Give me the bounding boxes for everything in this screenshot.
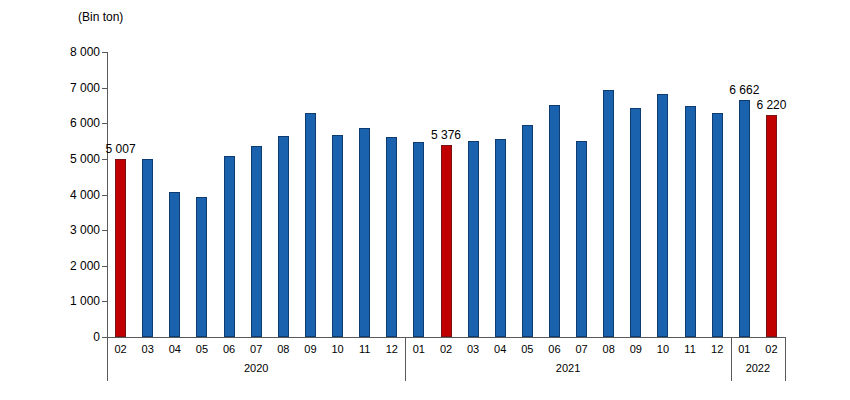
bar <box>630 108 641 337</box>
month-tick-label: 02 <box>114 343 126 355</box>
month-tick-label: 12 <box>711 343 723 355</box>
x-axis-line <box>107 337 786 338</box>
bar <box>224 156 235 337</box>
y-tick-label: 3 000 <box>40 223 100 237</box>
bar-chart-figure: (Bin ton) 0 1 000 2 000 3 000 4 000 5 000 6 00… <box>0 0 850 400</box>
bar-highlighted <box>115 159 126 337</box>
y-tick-mark <box>102 266 107 267</box>
bar <box>169 192 180 337</box>
bar-highlighted <box>441 145 452 337</box>
y-tick-label: 8 000 <box>40 45 100 59</box>
bar-data-label: 6 662 <box>729 83 759 97</box>
year-separator <box>107 337 108 381</box>
bar <box>603 90 614 337</box>
month-tick-label: 05 <box>521 343 533 355</box>
year-separator <box>731 337 732 381</box>
bar-data-label: 5 376 <box>431 128 461 142</box>
year-separator <box>785 337 786 381</box>
bar <box>739 100 750 337</box>
year-group-label: 2021 <box>556 362 580 374</box>
bar-data-label: 6 220 <box>756 98 786 112</box>
month-tick-label: 08 <box>277 343 289 355</box>
bar <box>712 113 723 337</box>
y-tick-label: 4 000 <box>40 188 100 202</box>
y-tick-mark <box>102 195 107 196</box>
month-tick-label: 02 <box>440 343 452 355</box>
bar <box>549 105 560 337</box>
month-tick-label: 11 <box>359 343 370 355</box>
bar <box>142 159 153 337</box>
bar <box>332 135 343 337</box>
month-tick-label: 04 <box>494 343 506 355</box>
y-axis-line <box>107 52 108 337</box>
bar-data-label: 5 007 <box>106 142 136 156</box>
month-tick-label: 01 <box>738 343 750 355</box>
bar <box>278 136 289 337</box>
bar <box>386 137 397 337</box>
month-tick-label: 01 <box>413 343 425 355</box>
axis-unit-label: (Bin ton) <box>78 10 123 24</box>
year-group-label: 2022 <box>746 362 770 374</box>
bar <box>685 106 696 337</box>
bar <box>305 113 316 337</box>
month-tick-label: 08 <box>603 343 615 355</box>
bar <box>413 142 424 337</box>
y-tick-mark <box>102 88 107 89</box>
y-tick-label: 0 <box>40 330 100 344</box>
month-tick-label: 12 <box>386 343 398 355</box>
month-tick-label: 02 <box>765 343 777 355</box>
y-tick-mark <box>102 159 107 160</box>
month-tick-label: 10 <box>331 343 343 355</box>
y-tick-mark <box>102 301 107 302</box>
month-tick-label: 05 <box>196 343 208 355</box>
month-tick-label: 06 <box>548 343 560 355</box>
y-tick-mark <box>102 230 107 231</box>
bar <box>522 125 533 337</box>
month-tick-label: 09 <box>630 343 642 355</box>
month-tick-label: 07 <box>250 343 262 355</box>
month-tick-label: 07 <box>575 343 587 355</box>
month-tick-label: 03 <box>467 343 479 355</box>
bar <box>495 139 506 337</box>
y-tick-label: 1 000 <box>40 294 100 308</box>
bar <box>251 146 262 337</box>
month-tick-label: 11 <box>684 343 695 355</box>
month-tick-label: 03 <box>142 343 154 355</box>
y-tick-label: 6 000 <box>40 116 100 130</box>
y-tick-label: 2 000 <box>40 259 100 273</box>
month-tick-label: 09 <box>304 343 316 355</box>
year-separator <box>405 337 406 381</box>
y-tick-mark <box>102 123 107 124</box>
year-group-label: 2020 <box>244 362 268 374</box>
y-tick-label: 5 000 <box>40 152 100 166</box>
bar-highlighted <box>766 115 777 337</box>
bar <box>359 128 370 337</box>
y-tick-label: 7 000 <box>40 81 100 95</box>
month-tick-label: 06 <box>223 343 235 355</box>
y-tick-mark <box>102 52 107 53</box>
bar <box>196 197 207 337</box>
month-tick-label: 10 <box>657 343 669 355</box>
bar <box>468 141 479 337</box>
bar <box>576 141 587 337</box>
bar <box>657 94 668 337</box>
month-tick-label: 04 <box>169 343 181 355</box>
